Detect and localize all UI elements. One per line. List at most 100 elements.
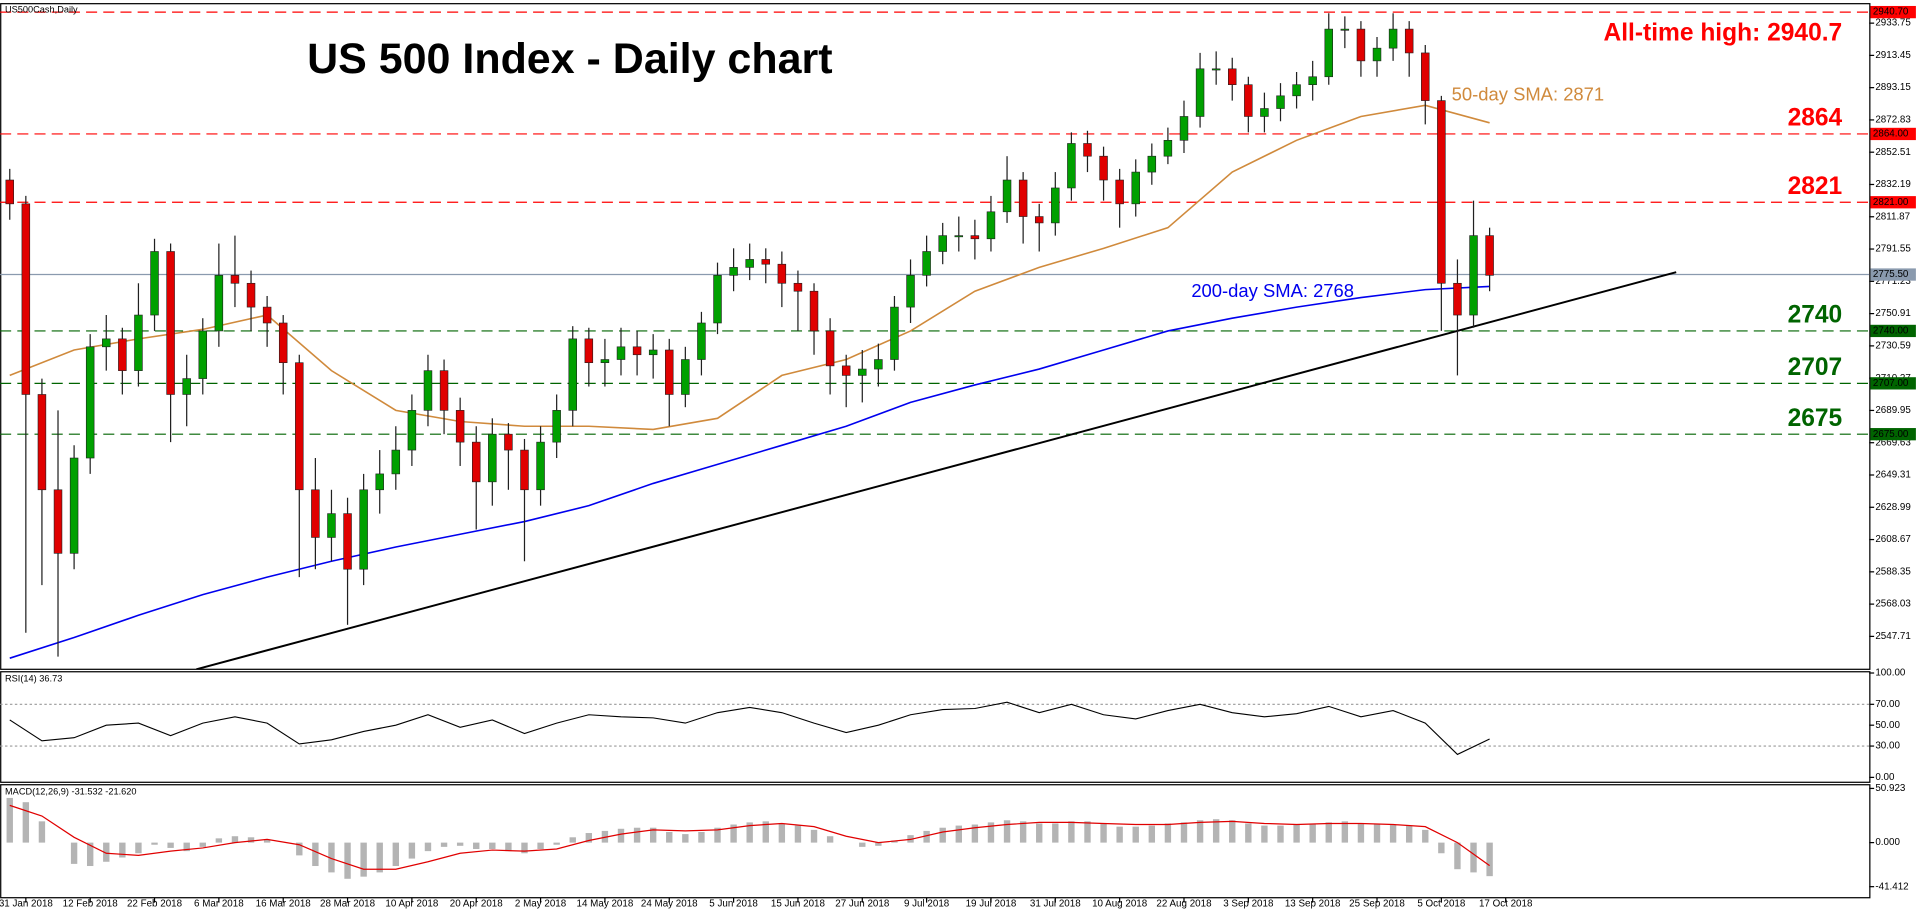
rsi-line [9,701,1490,756]
macd-bar [505,842,512,852]
candle-body [391,449,401,475]
candle-body [37,394,47,491]
macd-bar [714,827,721,843]
macd-bar [328,842,335,873]
x-tick-label: 5 Oct 2018 [1417,898,1466,909]
chart-title: US 500 Index - Daily chart [307,35,832,83]
y-tick-label: 50.923 [1875,783,1906,794]
candle-body [327,513,336,538]
macd-bar [1373,824,1381,843]
macd-bar [1116,826,1123,843]
macd-bar [1454,842,1461,870]
candle-body [1421,52,1430,101]
y-tick-label: 2750.91 [1875,308,1910,319]
x-tick-label: 31 Jan 2018 [0,898,53,909]
y-tick-label: 2791.55 [1875,244,1911,255]
candle-body [1099,155,1108,181]
macd-bar [1100,823,1107,843]
x-tick-label: 6 Mar 2018 [194,898,244,909]
y-tick-label: 2913.45 [1875,50,1911,61]
candle-body [262,306,272,324]
y-tick-label: 2588.35 [1875,566,1911,577]
candle-body [1131,171,1140,205]
candle-body [166,251,175,395]
x-tick-label: 5 Jun 2018 [709,898,758,909]
panel-frame [0,3,1871,670]
macd-bar [1405,825,1413,843]
macd-bar [1052,823,1059,843]
macd-bar [473,842,480,849]
panel-frame [0,671,1871,783]
candle-body [874,359,883,370]
candle-body [1356,28,1366,62]
candle-body [713,275,722,324]
x-tick-label: 22 Aug 2018 [1156,898,1212,909]
indicator-line [9,104,1490,431]
x-tick-label: 28 Mar 2018 [320,898,376,909]
macd-bar [762,821,769,843]
macd-bar [1019,821,1027,843]
macd-bar [199,842,206,847]
y-tick-label: 2872.83 [1875,115,1911,126]
candle-body [1067,143,1076,189]
macd-bar [1180,822,1188,843]
x-tick-label: 17 Oct 2018 [1479,898,1533,909]
macd-bar [617,828,625,843]
macd-bar [521,842,528,854]
macd-bar [633,827,641,843]
candle-body [793,282,803,292]
macd-bar [1309,824,1316,843]
x-tick-label: 20 Apr 2018 [450,898,503,909]
macd-bar [215,838,223,843]
macd-bar [22,802,30,843]
rsi-title: RSI(14) 36.73 [5,674,62,684]
price-tag [1870,127,1916,141]
candle-body [1372,47,1382,62]
y-tick-label: 0.000 [1875,837,1900,848]
macd-bar [1389,824,1397,843]
macd-bar [119,842,126,858]
y-tick-label: 0.00 [1875,772,1895,783]
candle-body [1179,116,1189,141]
candle-body [488,433,497,483]
macd-bar [971,824,979,843]
candle-body [102,338,111,348]
candle-body [1324,28,1333,78]
indicator-line [9,285,1490,659]
candle-body [584,338,594,364]
macd-bar [553,842,560,845]
candle-body [938,235,947,252]
candle-body [761,259,771,265]
macd-bar [1422,829,1429,843]
indicator-line [196,271,1677,670]
macd-bar [1164,823,1172,843]
candle-body [681,359,690,395]
x-tick-label: 9 Jul 2018 [904,898,950,909]
candle-body [858,368,867,376]
macd-bar [38,821,46,843]
candle-body [311,489,320,538]
price-tag-label: 2864.00 [1873,129,1909,140]
macd-bar [666,831,673,843]
macd-bar [103,842,110,862]
candle-body [1147,155,1157,173]
candle-body [1292,84,1301,97]
candle-body [648,349,658,356]
chart-header: US500Cash,Daily [5,4,78,14]
macd-bar [231,836,239,843]
candle-body [841,365,851,376]
y-tick-label: 2832.19 [1875,179,1910,190]
candle-body [134,314,143,371]
macd-bar [1068,821,1075,843]
price-tag-label: 2775.50 [1873,269,1909,280]
y-tick-label: 2608.67 [1875,534,1910,545]
candle-body [53,489,63,554]
candle-body [423,370,433,411]
macd-bar [810,829,818,843]
macd-bar [826,836,834,843]
macd-bar [424,842,432,852]
macd-bar [875,842,882,846]
candle-body [1276,95,1285,109]
y-tick-label: 2628.99 [1875,502,1910,513]
